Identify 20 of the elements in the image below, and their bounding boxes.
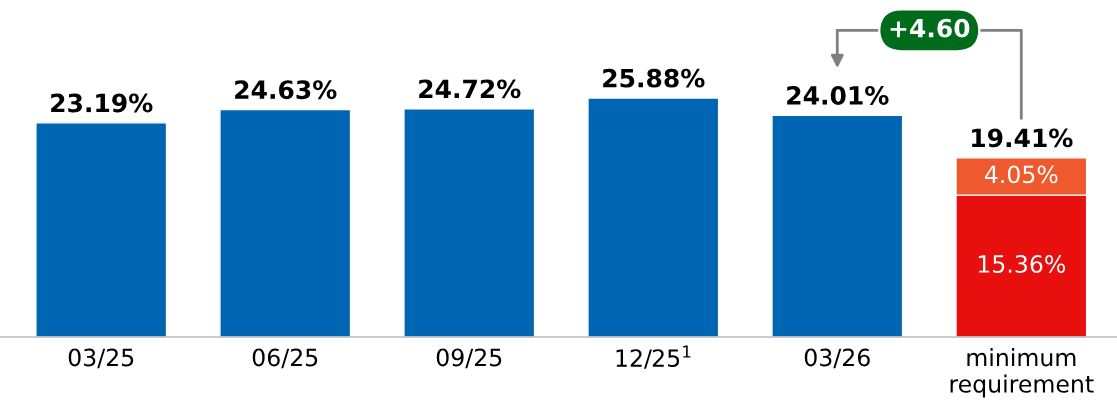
bar — [403, 108, 536, 337]
bar — [771, 114, 904, 337]
x-tick-label: 03/25 — [68, 348, 134, 369]
data-label: 4.05% — [984, 165, 1058, 184]
bar — [587, 97, 720, 337]
x-tick-label: 09/25 — [436, 348, 502, 369]
text: +4.60 — [890, 18, 970, 38]
data-label: 25.88% — [603, 68, 705, 88]
data-label: 24.63% — [235, 80, 337, 100]
x-tick-label: 12/25$^{1}$ — [616, 345, 691, 369]
x-tick-label: 06/25 — [252, 348, 318, 369]
bar — [35, 122, 168, 337]
data-label: 24.72% — [419, 79, 521, 99]
x-tick-label: minimum requirement — [950, 348, 1094, 398]
data-label: 23.19% — [51, 93, 153, 113]
data-label: 24.01% — [787, 85, 889, 105]
total-label: 19.41% — [972, 128, 1073, 148]
bar — [219, 108, 352, 337]
data-label: 15.36% — [978, 255, 1066, 273]
x-tick-label: 03/26 — [804, 348, 870, 369]
